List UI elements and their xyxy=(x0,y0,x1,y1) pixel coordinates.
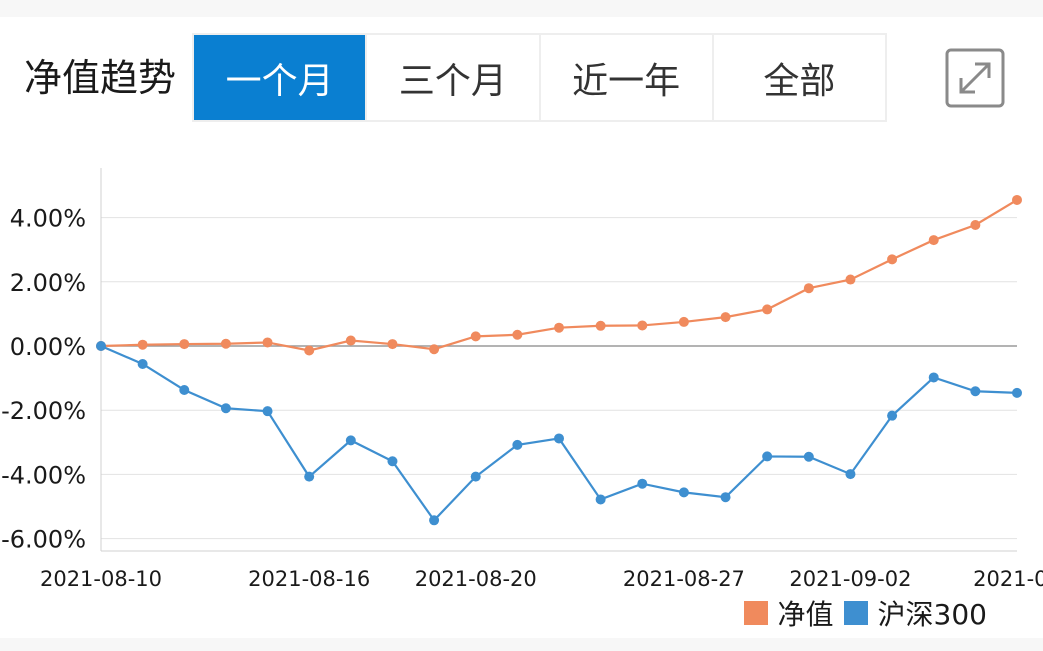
data-point-0 xyxy=(595,320,606,331)
data-point-0 xyxy=(803,283,814,294)
data-point-1 xyxy=(179,384,190,395)
data-point-1 xyxy=(887,410,898,421)
x-tick-label: 2021-09-02 xyxy=(789,567,911,591)
legend-label-index: 沪深300 xyxy=(877,598,987,631)
data-point-1 xyxy=(928,372,939,383)
data-point-1 xyxy=(387,456,398,467)
data-point-0 xyxy=(554,322,564,333)
nav-trend-chart: -6.00% -4.00% -2.00% 0.00% 2.00% 4.00% 2021-08… xyxy=(1,168,1043,591)
y-tick-label: -2.00% xyxy=(1,397,86,425)
data-point-0 xyxy=(512,329,523,340)
data-point-0 xyxy=(387,339,398,350)
data-point-0 xyxy=(470,331,481,342)
data-point-0 xyxy=(928,235,939,246)
x-tick-label: 2021-09 xyxy=(973,567,1043,591)
x-tick-label: 2021-08-16 xyxy=(248,567,370,591)
tab-all[interactable]: 全部 xyxy=(763,60,836,102)
y-tick-label: -4.00% xyxy=(1,461,86,489)
data-point-1 xyxy=(470,471,481,482)
data-point-1 xyxy=(262,406,273,417)
legend-swatch-index xyxy=(843,601,868,625)
data-point-1 xyxy=(512,439,523,450)
data-point-0 xyxy=(179,339,190,350)
data-point-1 xyxy=(637,478,648,489)
data-point-1 xyxy=(595,494,606,505)
legend-swatch-nav xyxy=(743,601,768,625)
page-title: 净值趋势 xyxy=(24,56,177,100)
data-point-1 xyxy=(220,403,231,414)
y-tick-label: 0.00% xyxy=(10,333,86,361)
data-point-1 xyxy=(970,386,981,397)
period-tabs: 一个月 三个月 近一年 全部 xyxy=(192,33,887,122)
data-point-1 xyxy=(304,471,315,482)
x-tick-label: 2021-08-20 xyxy=(415,567,537,591)
x-tick-label: 2021-08-10 xyxy=(40,567,162,591)
data-point-0 xyxy=(970,219,981,230)
legend: 净值 沪深300 xyxy=(743,593,987,633)
data-point-0 xyxy=(220,338,231,349)
data-point-0 xyxy=(887,254,898,265)
legend-label-nav: 净值 xyxy=(777,598,834,631)
y-tick-label: 2.00% xyxy=(10,269,86,297)
data-point-0 xyxy=(762,304,773,315)
x-tick-label: 2021-08-27 xyxy=(623,567,745,591)
data-point-0 xyxy=(845,274,856,285)
data-point-1 xyxy=(845,469,856,480)
data-point-1 xyxy=(803,451,814,462)
legend-item-index: 沪深300 xyxy=(843,593,987,633)
data-point-1 xyxy=(345,435,356,446)
data-point-1 xyxy=(678,487,689,498)
data-point-0 xyxy=(345,335,356,346)
data-point-0 xyxy=(304,345,315,356)
data-point-1 xyxy=(762,451,773,462)
data-point-1 xyxy=(720,492,731,503)
expand-icon[interactable] xyxy=(945,48,1005,108)
data-point-0 xyxy=(637,320,648,331)
legend-item-nav: 净值 xyxy=(743,593,834,633)
y-tick-label: 4.00% xyxy=(10,205,86,233)
data-point-0 xyxy=(1012,194,1022,205)
y-tick-label: -6.00% xyxy=(1,526,86,554)
data-point-1 xyxy=(1012,387,1022,398)
data-point-1 xyxy=(96,341,106,351)
data-point-0 xyxy=(137,339,148,350)
data-point-1 xyxy=(137,358,148,369)
tab-one-month[interactable]: 一个月 xyxy=(194,35,368,120)
tab-one-year[interactable]: 近一年 xyxy=(541,35,714,120)
data-point-1 xyxy=(429,515,440,526)
data-point-0 xyxy=(429,344,440,355)
data-point-0 xyxy=(262,337,273,348)
series-line-1 xyxy=(100,344,1018,523)
tab-three-months[interactable]: 三个月 xyxy=(367,35,541,120)
data-point-0 xyxy=(720,312,731,323)
data-point-0 xyxy=(678,316,689,327)
data-point-1 xyxy=(554,433,564,444)
